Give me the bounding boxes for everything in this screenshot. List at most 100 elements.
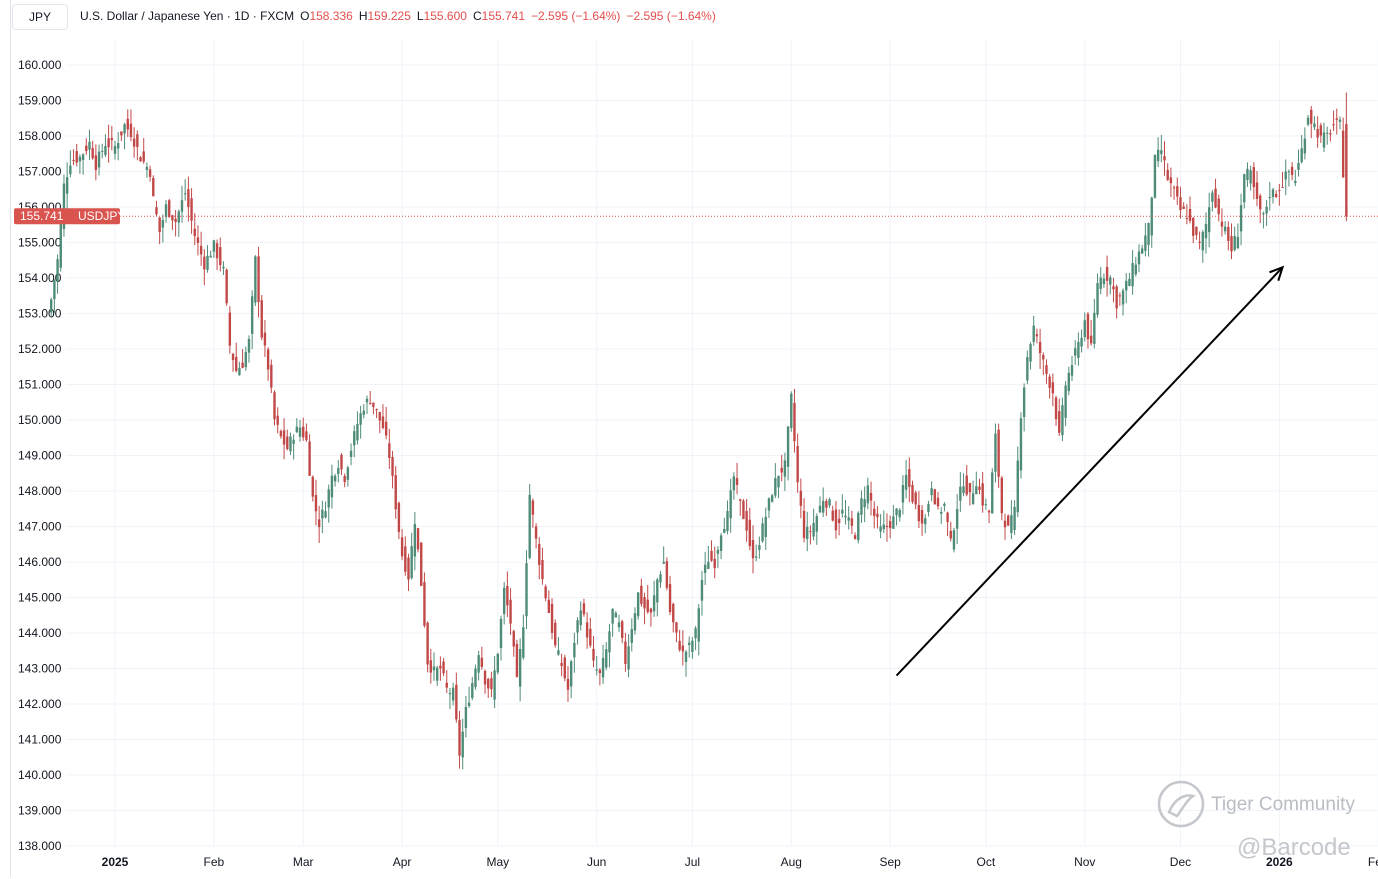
candle-body: [311, 476, 314, 497]
candle-body: [633, 613, 637, 631]
candle-body: [1147, 222, 1150, 245]
candle-body: [432, 666, 436, 671]
candle-body: [1013, 506, 1016, 531]
y-tick-label: 158.000: [18, 129, 62, 143]
candle-body: [895, 508, 898, 516]
candle-body: [260, 300, 263, 338]
candle-body: [50, 299, 53, 313]
candle-body: [171, 215, 174, 221]
candle-body: [123, 124, 126, 134]
candle-body: [231, 353, 235, 360]
candle-body: [917, 505, 921, 522]
candle-body: [349, 450, 353, 457]
candle-body: [56, 259, 59, 282]
y-tick-label: 148.000: [18, 484, 62, 498]
candle-body: [442, 661, 445, 674]
candle-body: [885, 525, 889, 528]
candle-body: [1102, 278, 1106, 285]
candle-body: [365, 398, 369, 403]
candle-body: [751, 539, 755, 559]
candle-body: [493, 670, 496, 700]
candle-body: [853, 535, 857, 539]
candle-body: [362, 410, 366, 415]
candle-body: [474, 668, 477, 688]
candle-body: [981, 483, 984, 506]
candle-body: [1140, 248, 1144, 254]
candle-body: [726, 511, 729, 531]
candle-body: [1207, 207, 1211, 233]
candle-body: [152, 177, 155, 197]
candle-body: [662, 561, 665, 564]
candle-body: [1080, 337, 1083, 347]
candle-body: [1262, 213, 1265, 215]
symbol-search-box[interactable]: JPY: [12, 4, 68, 30]
candle-body: [991, 472, 994, 514]
legend-low-label: L: [416, 9, 424, 23]
candle-body: [1252, 167, 1256, 188]
x-tick-label: Apr: [393, 855, 412, 869]
candle-body: [940, 511, 943, 514]
candle-body: [598, 669, 602, 674]
trend-arrow: [895, 265, 1285, 677]
candle-body: [286, 436, 289, 450]
candle-body: [806, 526, 809, 539]
candle-body: [971, 493, 975, 504]
candle-body: [1332, 124, 1335, 126]
candle-body: [582, 603, 586, 615]
candle-body: [458, 719, 461, 756]
candle-body: [914, 492, 917, 505]
candle-body: [694, 628, 697, 639]
candle-body: [244, 352, 247, 368]
candle-body: [490, 678, 493, 690]
candle-body: [343, 476, 346, 482]
candle-body: [790, 393, 793, 428]
candle-body: [483, 670, 487, 685]
candle-body: [665, 561, 669, 588]
candle-body: [1281, 186, 1284, 188]
candle-body: [933, 489, 937, 505]
candle-body: [308, 441, 311, 476]
candle-body: [1306, 117, 1310, 125]
candle-body: [1217, 198, 1220, 215]
candle-body: [174, 218, 177, 222]
candle-body: [1341, 130, 1345, 178]
candle-body: [388, 443, 391, 458]
candle-body: [739, 499, 742, 501]
candle-body: [94, 155, 98, 171]
candle-body: [1195, 226, 1198, 235]
candle-body: [1233, 236, 1236, 250]
candle-body: [1019, 418, 1023, 471]
candle-body: [145, 166, 149, 170]
last-price-value: 155.741: [20, 209, 64, 223]
candle-body: [190, 198, 193, 221]
candle-body: [394, 475, 397, 510]
candle-body: [1051, 382, 1055, 394]
candle-body: [735, 478, 739, 485]
candle-body: [107, 138, 110, 148]
candle-body: [834, 509, 838, 531]
candle-body: [531, 500, 535, 515]
trend-arrow-line: [895, 266, 1284, 677]
candle-body: [987, 510, 991, 513]
candle-body: [91, 148, 94, 159]
last-price-badge: [14, 208, 120, 225]
trend-arrow-head: [1269, 265, 1285, 281]
candle-body: [241, 362, 244, 368]
y-tick-label: 138.000: [18, 839, 62, 853]
candle-body: [975, 486, 978, 495]
candle-body: [187, 189, 190, 208]
candle-body: [1211, 192, 1214, 202]
y-tick-label: 141.000: [18, 733, 62, 747]
candle-body: [1255, 182, 1259, 199]
candle-body: [235, 356, 238, 371]
candle-body: [1153, 154, 1157, 198]
candle-body: [1121, 290, 1125, 305]
candle-body: [1156, 149, 1160, 162]
candle-body: [585, 622, 589, 638]
candle-body: [1150, 197, 1153, 236]
candle-body: [448, 692, 452, 695]
candle-body: [496, 653, 499, 673]
candle-body: [1204, 224, 1208, 239]
candle-body: [142, 151, 145, 162]
